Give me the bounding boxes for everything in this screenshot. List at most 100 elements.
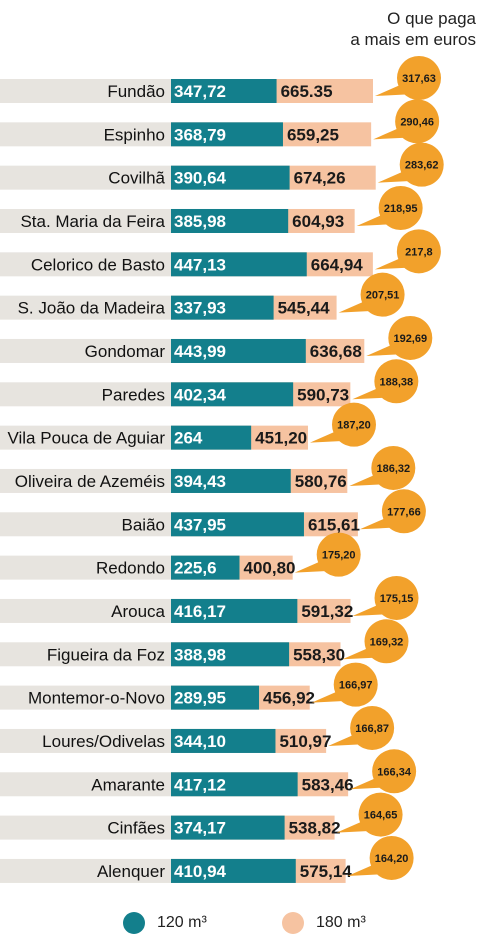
difference-bubble xyxy=(333,662,378,707)
category-label: Arouca xyxy=(111,602,165,621)
legend-item-120: 120 m³ xyxy=(123,912,207,934)
category-label: Baião xyxy=(122,515,165,534)
value-label-120: 402,34 xyxy=(174,385,227,404)
difference-label: 207,51 xyxy=(366,290,400,302)
difference-label: 166,97 xyxy=(339,680,373,692)
label-band xyxy=(0,165,171,190)
label-band xyxy=(0,512,171,537)
label-band xyxy=(0,815,171,840)
difference-label: 175,20 xyxy=(322,550,356,562)
label-band xyxy=(0,598,171,623)
bar-120 xyxy=(171,728,276,753)
category-label: Gondomar xyxy=(85,342,166,361)
bar-120 xyxy=(171,208,289,233)
difference-label: 192,69 xyxy=(393,333,427,345)
value-label-180: 615,61 xyxy=(308,515,360,534)
legend-swatch-180 xyxy=(282,912,304,934)
value-label-180: 575,14 xyxy=(300,862,353,881)
difference-label: 164,65 xyxy=(364,810,398,822)
difference-label: 188,38 xyxy=(380,376,414,388)
bar-120 xyxy=(171,122,283,147)
difference-bubble xyxy=(399,142,444,187)
value-label-120: 394,43 xyxy=(174,472,226,491)
label-band xyxy=(0,122,171,147)
difference-label: 283,62 xyxy=(405,160,439,172)
bar-120 xyxy=(171,642,290,667)
label-band xyxy=(0,79,171,103)
value-label-180: 583,46 xyxy=(302,775,354,794)
value-label-180: 558,30 xyxy=(293,645,345,664)
value-label-180: 510,97 xyxy=(279,732,331,751)
value-label-120: 289,95 xyxy=(174,689,226,708)
bar-120 xyxy=(171,858,296,883)
difference-label: 186,32 xyxy=(376,463,410,475)
bar-120 xyxy=(171,165,290,190)
header-line-2: a mais em euros xyxy=(350,30,476,49)
label-band xyxy=(0,425,171,450)
label-band xyxy=(0,295,171,320)
value-label-120: 344,10 xyxy=(174,732,226,751)
value-label-120: 337,93 xyxy=(174,299,226,318)
label-band xyxy=(0,772,171,797)
difference-bubble xyxy=(388,315,433,360)
value-label-180: 604,93 xyxy=(292,212,344,231)
category-label: Figueira da Foz xyxy=(47,645,165,664)
difference-label: 169,32 xyxy=(370,636,404,648)
category-label: S. João da Madeira xyxy=(18,299,166,318)
difference-label: 187,20 xyxy=(337,420,371,432)
value-label-180: 580,76 xyxy=(295,472,347,491)
difference-bubble xyxy=(395,99,440,144)
category-label: Amarante xyxy=(91,775,165,794)
category-label: Covilhã xyxy=(108,169,165,188)
value-label-180: 451,20 xyxy=(255,429,307,448)
header-line-1: O que paga xyxy=(387,9,476,28)
value-label-180: 664,94 xyxy=(311,255,364,274)
bars-svg: Fundão 347,72 665.35 317,63 Espinho 368,79 659… xyxy=(0,56,444,883)
difference-label: 177,66 xyxy=(387,506,421,518)
value-label-120: 368,79 xyxy=(174,125,226,144)
difference-label: 166,87 xyxy=(355,723,389,735)
difference-label: 317,63 xyxy=(402,73,436,85)
difference-bubble xyxy=(372,749,417,794)
label-band xyxy=(0,382,171,407)
bar-120 xyxy=(171,382,294,407)
value-label-120: 374,17 xyxy=(174,819,226,838)
legend-swatch-120 xyxy=(123,912,145,934)
category-label: Sta. Maria da Feira xyxy=(20,212,165,231)
label-band xyxy=(0,685,171,710)
difference-bubble xyxy=(360,272,405,317)
difference-bubble xyxy=(369,835,414,880)
category-label: Redondo xyxy=(96,559,165,578)
value-label-180: 400,80 xyxy=(243,559,295,578)
value-label-120: 225,6 xyxy=(174,559,217,578)
bar-120 xyxy=(171,252,307,277)
value-label-120: 388,98 xyxy=(174,645,226,664)
category-label: Loures/Odivelas xyxy=(42,732,165,751)
category-label: Paredes xyxy=(102,385,165,404)
difference-bubble xyxy=(381,489,426,534)
label-band xyxy=(0,642,171,667)
difference-label: 166,34 xyxy=(377,766,412,778)
difference-bubble xyxy=(378,185,423,230)
label-band xyxy=(0,338,171,363)
bar-120 xyxy=(171,79,277,103)
label-band xyxy=(0,728,171,753)
category-label: Fundão xyxy=(107,82,165,101)
difference-bubble xyxy=(371,445,416,490)
difference-bubble xyxy=(316,532,361,577)
category-label: Montemor-o-Novo xyxy=(28,689,165,708)
legend-label-180: 180 m³ xyxy=(316,914,366,931)
value-label-120: 264 xyxy=(174,429,203,448)
category-label: Oliveira de Azeméis xyxy=(15,472,165,491)
value-label-180: 590,73 xyxy=(297,385,349,404)
value-label-180: 636,68 xyxy=(310,342,362,361)
value-label-120: 447,13 xyxy=(174,255,226,274)
value-label-180: 538,82 xyxy=(289,819,341,838)
bar-120 xyxy=(171,468,291,493)
difference-label: 217,8 xyxy=(405,246,433,258)
bar-120 xyxy=(171,295,274,320)
label-band xyxy=(0,252,171,277)
bar-120 xyxy=(171,598,298,623)
difference-label: 290,46 xyxy=(400,116,434,128)
value-label-120: 385,98 xyxy=(174,212,226,231)
